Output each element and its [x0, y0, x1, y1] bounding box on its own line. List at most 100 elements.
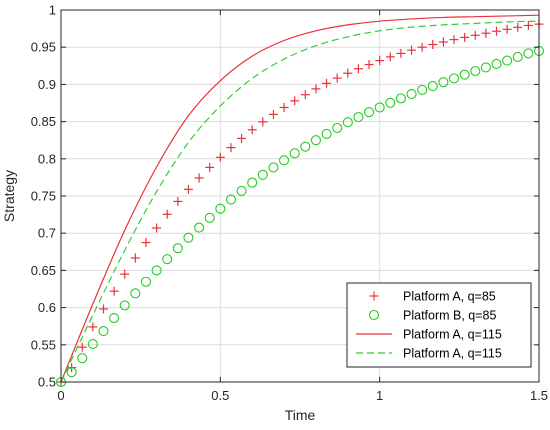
y-tick-label: 0.8	[38, 151, 56, 166]
plus-marker	[183, 184, 193, 194]
series-1	[55, 45, 545, 388]
series-line	[60, 20, 540, 383]
plus-marker	[152, 223, 162, 233]
circle-marker	[321, 128, 332, 140]
series-2	[60, 14, 540, 383]
circle-marker	[448, 73, 460, 84]
circle-marker	[417, 84, 428, 96]
plus-marker	[205, 162, 215, 172]
plus-marker	[492, 26, 502, 36]
plus-marker	[407, 45, 417, 55]
x-tick-label: 0	[57, 388, 64, 403]
legend-box	[346, 282, 532, 368]
circle-marker	[130, 288, 141, 299]
circle-marker	[172, 243, 183, 254]
plus-marker	[194, 173, 204, 183]
series-3	[60, 20, 540, 383]
plus-marker	[120, 269, 130, 279]
plus-marker	[162, 209, 172, 219]
plus-marker	[141, 238, 151, 248]
plus-marker	[513, 22, 523, 32]
plus-marker	[258, 117, 268, 127]
circle-marker	[385, 97, 396, 108]
circle-marker	[332, 122, 343, 134]
y-tick-label: 0.5	[38, 375, 56, 390]
circle-marker	[300, 141, 311, 152]
circle-marker	[66, 367, 77, 378]
circle-marker	[257, 169, 268, 180]
y-tick-label: 0.65	[31, 263, 56, 278]
legend-label: Platform A, q=85	[403, 290, 496, 304]
circle-marker	[140, 276, 152, 287]
plus-marker	[77, 342, 87, 352]
circle-marker	[406, 89, 417, 100]
plus-marker	[428, 40, 438, 50]
circle-marker	[204, 212, 215, 224]
plus-marker	[460, 32, 470, 42]
circle-marker	[523, 48, 534, 59]
circle-marker	[77, 353, 88, 364]
plus-marker	[247, 125, 257, 135]
legend-label: Platform B, q=85	[403, 309, 496, 323]
y-tick-label: 0.85	[31, 114, 56, 129]
circle-marker	[119, 300, 130, 311]
y-tick-label: 0.55	[31, 337, 56, 352]
y-tick-label: 0.9	[38, 77, 56, 92]
plus-marker	[322, 78, 332, 88]
plus-marker	[364, 60, 374, 70]
plus-marker	[300, 90, 310, 100]
circle-marker	[491, 58, 502, 70]
series-0	[56, 19, 544, 387]
circle-marker	[268, 162, 279, 173]
plus-marker	[311, 84, 321, 94]
circle-marker	[374, 102, 385, 113]
circle-marker	[459, 69, 470, 80]
plus-marker	[173, 196, 183, 206]
circle-marker	[162, 254, 173, 265]
x-tick-label: 0.5	[211, 388, 229, 403]
circle-marker	[183, 232, 194, 243]
legend-item: Platform A, q=115	[356, 328, 502, 342]
series-layer	[55, 14, 545, 388]
plus-marker	[481, 28, 491, 38]
circle-marker	[363, 107, 375, 118]
circle-marker	[225, 194, 237, 205]
plus-marker	[98, 304, 108, 314]
circle-marker	[342, 117, 353, 128]
circle-marker	[289, 148, 300, 159]
plus-marker	[109, 286, 119, 296]
plus-marker	[470, 30, 480, 40]
plus-marker	[396, 48, 406, 58]
x-tick-label: 1	[376, 388, 383, 403]
plus-marker	[353, 64, 363, 74]
plus-marker	[375, 56, 385, 66]
legend-circle-marker	[368, 309, 380, 321]
circle-marker	[109, 312, 120, 324]
circle-marker	[215, 203, 226, 214]
plus-marker	[523, 20, 533, 30]
ticks: 0 0.5 1 1.50.50.550.60.650.70.750.80.850.90…	[31, 3, 548, 404]
circle-marker	[353, 112, 364, 123]
plus-marker	[215, 152, 225, 162]
circle-marker	[512, 51, 523, 63]
circle-marker	[151, 265, 162, 276]
legend-label: Platform A, q=115	[403, 347, 502, 361]
plus-marker	[449, 35, 459, 45]
circle-marker	[194, 222, 205, 233]
x-tick-label: 1.5	[530, 388, 548, 403]
plus-marker	[226, 143, 236, 153]
circle-marker	[236, 185, 247, 196]
plus-marker	[268, 109, 278, 119]
series-line	[60, 14, 540, 383]
circle-marker	[395, 93, 406, 104]
y-tick-label: 0.75	[31, 189, 56, 204]
y-tick-label: 0.7	[38, 226, 56, 241]
legend-item: Platform A, q=115	[356, 347, 502, 361]
legend-label: Platform A, q=115	[403, 328, 502, 342]
y-tick-label: 0.95	[31, 40, 56, 55]
circle-marker	[98, 326, 109, 337]
circle-marker	[480, 62, 491, 73]
x-axis-label: Time	[285, 407, 316, 423]
plus-marker	[237, 133, 247, 143]
